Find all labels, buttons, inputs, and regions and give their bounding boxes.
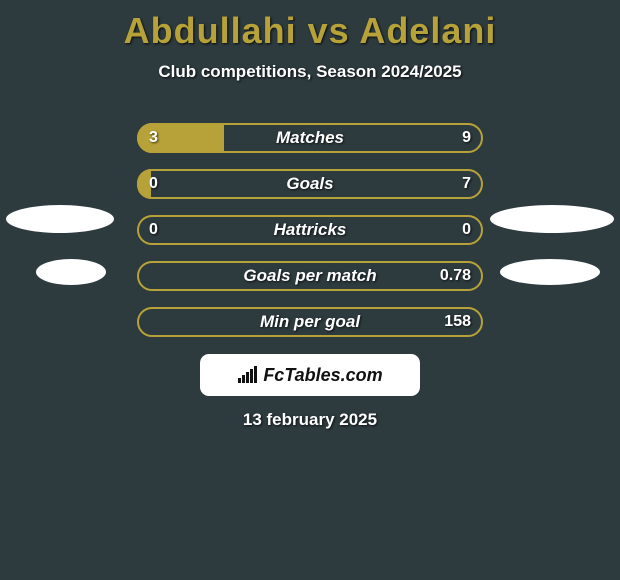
- branding-badge: FcTables.com: [200, 354, 420, 396]
- bar-chart-icon: [237, 366, 259, 384]
- stat-label: Goals per match: [137, 261, 483, 291]
- stat-label: Goals: [137, 169, 483, 199]
- stat-row: Hattricks0 0: [137, 215, 483, 245]
- stat-right-value: 158: [444, 307, 471, 337]
- date-line: 13 february 2025: [0, 410, 620, 430]
- comparison-card: Abdullahi vs Adelani Club competitions, …: [0, 0, 620, 580]
- ellipse-right-top: [490, 205, 614, 233]
- ellipse-right-bottom: [500, 259, 600, 285]
- stat-left-value: 0: [149, 215, 158, 245]
- ellipse-left-top: [6, 205, 114, 233]
- stat-row: Goals per match0.78: [137, 261, 483, 291]
- stat-left-value: 3: [149, 123, 158, 153]
- stat-label: Min per goal: [137, 307, 483, 337]
- stat-right-value: 0: [462, 215, 471, 245]
- stat-left-value: 0: [149, 169, 158, 199]
- stat-right-value: 0.78: [440, 261, 471, 291]
- stat-row: Min per goal158: [137, 307, 483, 337]
- stat-right-value: 7: [462, 169, 471, 199]
- stat-row: Matches3 9: [137, 123, 483, 153]
- stat-right-value: 9: [462, 123, 471, 153]
- page-subtitle: Club competitions, Season 2024/2025: [0, 62, 620, 82]
- stat-label: Hattricks: [137, 215, 483, 245]
- branding-text: FcTables.com: [263, 365, 382, 386]
- stat-label: Matches: [137, 123, 483, 153]
- page-title: Abdullahi vs Adelani: [0, 0, 620, 52]
- stat-row: Goals0 7: [137, 169, 483, 199]
- ellipse-left-bottom: [36, 259, 106, 285]
- stat-bars: Matches39Goals07Hattricks00Goals per mat…: [137, 123, 483, 353]
